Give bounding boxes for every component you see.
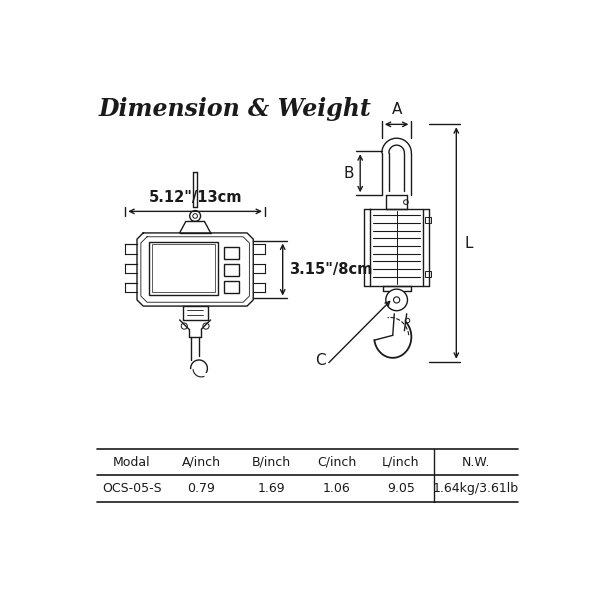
Text: 1.64kg/3.61lb: 1.64kg/3.61lb (433, 482, 519, 495)
Text: L/inch: L/inch (382, 456, 419, 469)
Text: 1.06: 1.06 (323, 482, 351, 495)
Text: 5.12"/13cm: 5.12"/13cm (148, 190, 242, 205)
Text: C: C (315, 353, 326, 368)
Text: B: B (343, 166, 354, 181)
Bar (425, 271, 431, 277)
Bar (224, 264, 239, 276)
Bar (149, 242, 218, 295)
Text: B/inch: B/inch (251, 456, 290, 469)
Text: N.W.: N.W. (462, 456, 490, 469)
Text: Modal: Modal (113, 456, 151, 469)
Text: 9.05: 9.05 (387, 482, 415, 495)
Text: L: L (464, 236, 473, 251)
Bar (425, 217, 431, 223)
Bar (224, 281, 239, 293)
Text: A: A (391, 101, 402, 116)
Bar (152, 244, 215, 292)
Text: A/inch: A/inch (182, 456, 221, 469)
Text: 1.69: 1.69 (257, 482, 285, 495)
Text: Dimension & Weight: Dimension & Weight (98, 97, 371, 121)
Text: 3.15"/8cm: 3.15"/8cm (289, 262, 372, 277)
Text: C/inch: C/inch (317, 456, 356, 469)
Text: 0.79: 0.79 (187, 482, 215, 495)
Text: OCS-05-S: OCS-05-S (102, 482, 161, 495)
Bar (224, 247, 239, 259)
